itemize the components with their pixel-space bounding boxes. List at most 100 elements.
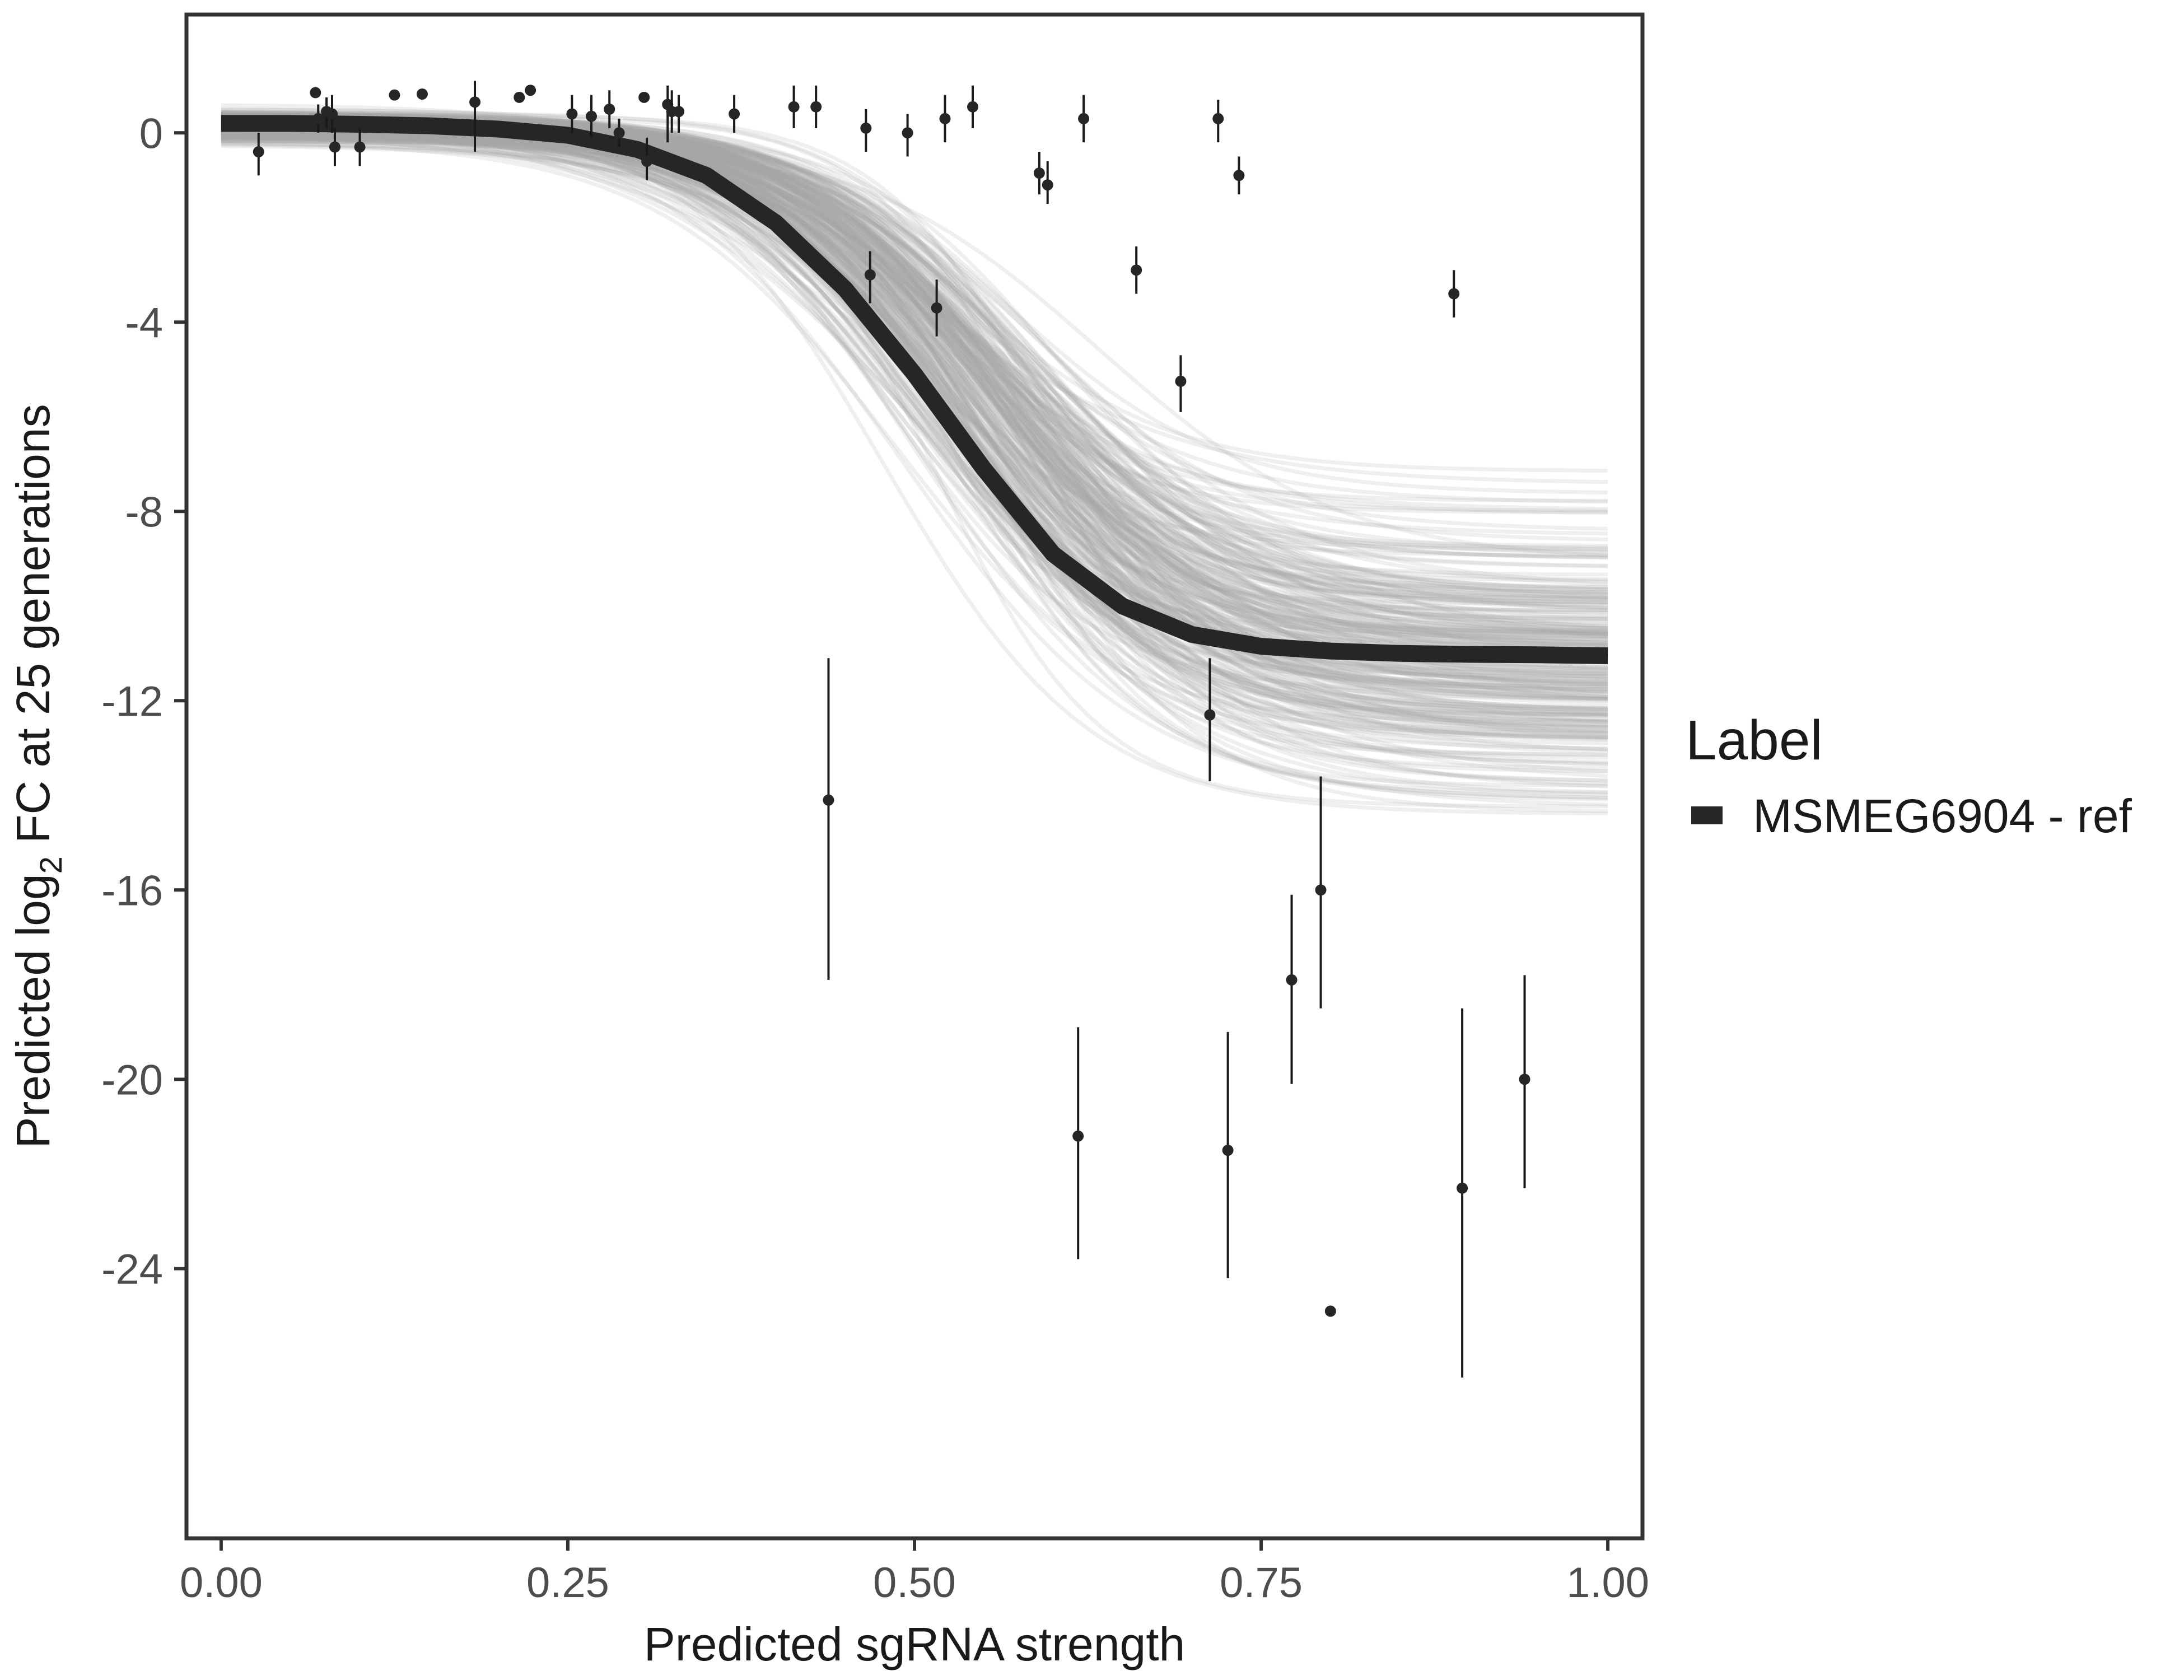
- posterior-draw-line: [221, 129, 1608, 610]
- observation-point: [1072, 1027, 1084, 1259]
- posterior-draw-line: [221, 128, 1608, 665]
- posterior-draw-line: [221, 130, 1608, 711]
- data-point: [310, 87, 321, 99]
- posterior-draw-line: [221, 133, 1608, 718]
- y-tick-label: -12: [101, 678, 163, 725]
- posterior-draw-line: [221, 132, 1608, 568]
- x-tick-label: 0.75: [1220, 1559, 1303, 1607]
- posterior-draw-line: [221, 130, 1608, 676]
- data-point: [1448, 288, 1460, 300]
- observation-point: [1131, 246, 1142, 294]
- data-point: [1072, 1130, 1084, 1142]
- posterior-draw-line: [221, 137, 1608, 676]
- data-point: [514, 91, 525, 103]
- observation-point: [1042, 161, 1053, 204]
- observation-point: [1286, 894, 1298, 1084]
- posterior-draw-line: [221, 133, 1608, 734]
- posterior-draw-line: [221, 108, 1608, 716]
- posterior-draw-line: [221, 141, 1608, 699]
- posterior-draw-line: [221, 113, 1608, 730]
- posterior-draw-line: [221, 107, 1608, 705]
- data-point: [1222, 1145, 1234, 1156]
- posterior-draw-line: [221, 128, 1608, 729]
- data-point: [1315, 884, 1327, 896]
- posterior-draw-line: [221, 114, 1608, 712]
- observation-points: [253, 81, 1530, 1378]
- x-axis-title: Predicted sgRNA strength: [644, 1618, 1186, 1670]
- legend: Label MSMEG6904 - ref: [1686, 709, 2132, 842]
- data-point: [967, 101, 978, 113]
- posterior-draw-line: [221, 133, 1608, 735]
- posterior-draw-line: [221, 134, 1608, 511]
- data-point: [566, 108, 578, 120]
- data-point: [1457, 1182, 1468, 1194]
- observation-point: [389, 89, 400, 101]
- data-point: [641, 155, 653, 167]
- posterior-draw-line: [221, 130, 1608, 555]
- observation-point: [613, 118, 625, 147]
- observation-point: [253, 133, 264, 176]
- observation-point: [823, 658, 834, 980]
- observation-point: [1519, 975, 1530, 1188]
- legend-key-msmeg6904: [1691, 806, 1723, 824]
- posterior-draw-line: [221, 133, 1608, 645]
- posterior-draw-line: [221, 112, 1608, 673]
- posterior-draw-line: [221, 140, 1608, 750]
- data-point: [604, 104, 615, 115]
- posterior-draw-line: [221, 130, 1608, 700]
- x-tick-label: 1.00: [1566, 1559, 1649, 1607]
- posterior-draw-line: [221, 131, 1608, 601]
- posterior-draw-line: [221, 129, 1608, 634]
- observation-point: [729, 95, 740, 133]
- observation-point: [1315, 776, 1327, 1009]
- data-point: [613, 127, 625, 139]
- y-axis-title-suffix: FC at 25 generations: [7, 404, 59, 856]
- observation-point: [1233, 156, 1245, 195]
- posterior-draw-line: [221, 134, 1608, 554]
- observation-point: [416, 88, 428, 100]
- posterior-draw-line: [221, 134, 1608, 591]
- posterior-draw-line: [221, 128, 1608, 728]
- x-tick-label: 0.25: [526, 1559, 609, 1607]
- posterior-draw-line: [221, 114, 1608, 735]
- posterior-draw-line: [221, 124, 1608, 800]
- posterior-draw-line: [221, 135, 1608, 715]
- data-point: [389, 89, 400, 101]
- posterior-draw-line: [221, 111, 1608, 813]
- observation-point: [604, 90, 615, 128]
- y-axis-title: Predicted log2 FC at 25 generations: [7, 404, 68, 1148]
- observation-point: [638, 91, 650, 103]
- data-point: [329, 141, 340, 153]
- observation-point: [1324, 1305, 1336, 1317]
- posterior-draw-line: [221, 139, 1608, 788]
- fitted-curve-group: [221, 115, 1608, 664]
- data-point: [810, 101, 822, 113]
- data-point: [939, 113, 951, 124]
- observation-point: [525, 85, 536, 96]
- observation-point: [1222, 1032, 1234, 1278]
- posterior-draw-line: [221, 110, 1608, 733]
- posterior-draw-line: [221, 133, 1608, 737]
- observation-point: [310, 87, 321, 99]
- posterior-draw-line: [221, 131, 1608, 786]
- posterior-draw-line: [221, 132, 1608, 591]
- posterior-draw-line: [221, 134, 1608, 739]
- data-point: [1042, 179, 1053, 191]
- data-point: [253, 146, 264, 158]
- posterior-draw-line: [221, 138, 1608, 568]
- data-point: [1324, 1305, 1336, 1317]
- observation-point: [860, 109, 872, 152]
- posterior-draw-line: [221, 128, 1608, 696]
- posterior-draw-line: [221, 127, 1608, 699]
- posterior-draw-line: [221, 137, 1608, 678]
- observation-point: [788, 85, 800, 128]
- observation-point: [326, 95, 338, 133]
- observation-point: [864, 251, 876, 304]
- observation-point: [514, 91, 525, 103]
- posterior-draw-line: [221, 133, 1608, 619]
- y-tick-label: -16: [101, 867, 163, 914]
- data-point: [469, 96, 481, 108]
- posterior-draw-line: [221, 129, 1608, 703]
- posterior-draw-line: [221, 134, 1608, 657]
